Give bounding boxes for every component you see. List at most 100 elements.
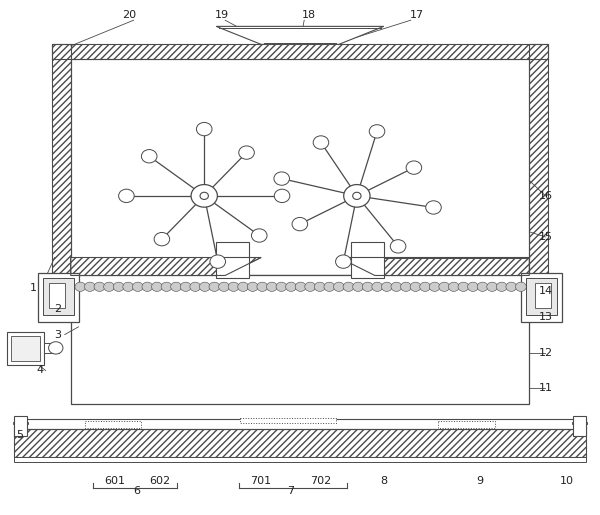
Circle shape: [123, 282, 134, 291]
Bar: [14, 428, 586, 457]
Circle shape: [104, 282, 115, 291]
Circle shape: [154, 232, 170, 246]
Circle shape: [487, 282, 497, 291]
Circle shape: [119, 189, 134, 202]
Circle shape: [199, 282, 210, 291]
Circle shape: [266, 282, 277, 291]
Circle shape: [218, 282, 229, 291]
Text: 701: 701: [251, 476, 272, 486]
Polygon shape: [71, 258, 261, 276]
Circle shape: [313, 136, 329, 149]
Circle shape: [334, 282, 344, 291]
Circle shape: [75, 282, 86, 291]
Circle shape: [477, 282, 488, 291]
Circle shape: [295, 282, 306, 291]
Circle shape: [372, 282, 383, 291]
Text: 8: 8: [380, 476, 388, 486]
Bar: [437, 421, 494, 427]
Text: 17: 17: [410, 10, 424, 20]
Circle shape: [210, 255, 226, 268]
Circle shape: [49, 342, 63, 354]
Circle shape: [152, 282, 163, 291]
Circle shape: [171, 282, 181, 291]
Circle shape: [200, 192, 208, 199]
Text: 602: 602: [149, 476, 170, 486]
Text: 16: 16: [538, 191, 553, 201]
Circle shape: [343, 282, 354, 291]
Text: 2: 2: [54, 304, 61, 314]
Text: 20: 20: [122, 10, 136, 20]
Bar: [535, 283, 551, 308]
Circle shape: [406, 161, 422, 174]
Bar: [49, 283, 65, 308]
Text: 9: 9: [476, 476, 483, 486]
Circle shape: [353, 282, 364, 291]
Bar: [529, 44, 548, 276]
Circle shape: [515, 282, 526, 291]
Bar: [43, 278, 74, 315]
Circle shape: [344, 184, 370, 207]
Circle shape: [362, 282, 373, 291]
Circle shape: [251, 229, 267, 242]
Text: 4: 4: [36, 366, 43, 375]
Circle shape: [133, 282, 143, 291]
Circle shape: [426, 201, 441, 214]
Circle shape: [257, 282, 268, 291]
Circle shape: [324, 282, 335, 291]
Text: 12: 12: [538, 348, 553, 357]
Circle shape: [228, 282, 239, 291]
Text: 18: 18: [302, 10, 316, 20]
Circle shape: [448, 282, 459, 291]
Text: 19: 19: [215, 10, 229, 20]
Circle shape: [391, 282, 402, 291]
Circle shape: [335, 255, 351, 268]
Circle shape: [286, 282, 296, 291]
Circle shape: [292, 217, 308, 231]
Bar: [38, 273, 79, 322]
Bar: [11, 336, 40, 361]
Bar: [85, 421, 142, 427]
Circle shape: [420, 282, 430, 291]
Bar: [71, 59, 529, 276]
Bar: [44, 344, 59, 353]
Circle shape: [247, 282, 258, 291]
Circle shape: [430, 282, 440, 291]
Bar: [14, 457, 586, 462]
Circle shape: [161, 282, 172, 291]
Text: 11: 11: [538, 384, 553, 393]
Bar: [521, 273, 562, 322]
Bar: [52, 44, 548, 59]
Bar: [573, 416, 586, 436]
Circle shape: [142, 149, 157, 163]
Text: 7: 7: [287, 486, 295, 496]
Polygon shape: [216, 26, 384, 44]
Circle shape: [382, 282, 392, 291]
Circle shape: [85, 282, 95, 291]
Bar: [14, 419, 586, 428]
Circle shape: [496, 282, 507, 291]
Circle shape: [190, 282, 200, 291]
Text: 6: 6: [134, 486, 140, 496]
Text: 3: 3: [54, 330, 61, 339]
Circle shape: [353, 192, 361, 199]
Text: 1: 1: [30, 283, 37, 294]
Text: 601: 601: [104, 476, 125, 486]
Text: 14: 14: [538, 286, 553, 296]
Circle shape: [191, 184, 217, 207]
Circle shape: [439, 282, 449, 291]
Bar: [529, 44, 548, 276]
Bar: [240, 418, 336, 423]
Bar: [71, 276, 529, 404]
Polygon shape: [339, 258, 529, 276]
Circle shape: [180, 282, 191, 291]
Bar: [52, 44, 548, 59]
Circle shape: [113, 282, 124, 291]
Circle shape: [401, 282, 412, 291]
Bar: [52, 44, 71, 276]
Circle shape: [314, 282, 325, 291]
Circle shape: [410, 282, 421, 291]
Text: 5: 5: [16, 430, 23, 440]
Circle shape: [142, 282, 153, 291]
Bar: [52, 44, 71, 276]
Circle shape: [369, 125, 385, 138]
